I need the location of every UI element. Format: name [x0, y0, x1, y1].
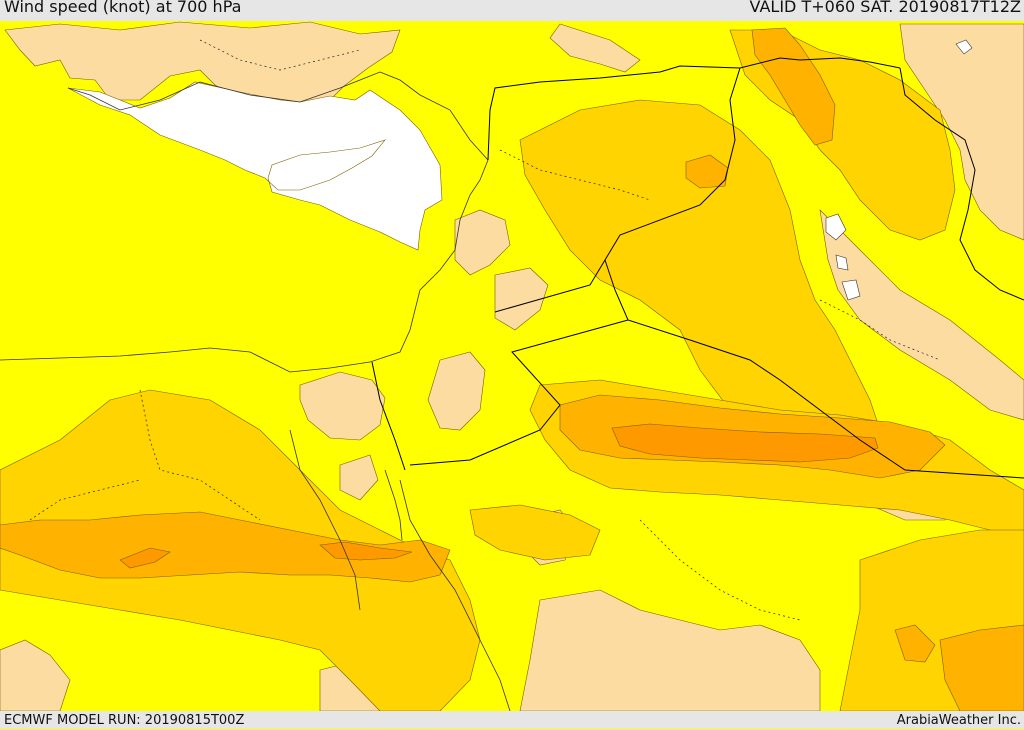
egypt-israel-border — [371, 361, 406, 471]
lake-milh — [835, 254, 849, 271]
saudi-province-lines — [639, 519, 801, 621]
band-highest — [119, 423, 879, 569]
iraq-high-spot — [685, 154, 729, 189]
jordan-tan — [427, 351, 486, 431]
anatolia-south-coast — [67, 71, 489, 161]
iraq-saudi-border — [779, 379, 1024, 479]
arabia-jet-core — [611, 423, 879, 463]
brand-credit: ArabiaWeather Inc. — [896, 713, 1021, 728]
south-egypt-tan — [0, 639, 71, 711]
turkey-province-lines — [199, 39, 361, 71]
egypt-governorate-lines-2 — [29, 479, 141, 521]
arabia-high-spot — [894, 624, 936, 663]
north-iraq-high — [751, 27, 836, 146]
national-borders — [371, 57, 1024, 479]
lake-tharthar — [825, 213, 847, 241]
sinai-north-tan — [339, 454, 379, 501]
lakes — [825, 39, 973, 301]
red-sea-mid — [469, 504, 601, 561]
turkey-syria-border — [487, 57, 901, 161]
gulf-of-suez-coast — [289, 429, 361, 611]
egypt-jet-core — [119, 547, 171, 569]
saudi-jordan-border — [409, 319, 629, 466]
zagros-tan — [899, 23, 1024, 241]
band-lowest — [0, 21, 1024, 711]
map-title: Wind speed (knot) at 700 hPa — [4, 0, 242, 16]
egypt-high — [0, 511, 451, 583]
arabia-se-high — [939, 624, 1024, 711]
hejaz-tan — [519, 589, 821, 711]
lebanon-tan — [454, 209, 511, 276]
header-bar: Wind speed (knot) at 700 hPa VALID T+060… — [0, 0, 1024, 21]
valid-time: VALID T+060 SAT. 20190817T12Z — [749, 0, 1021, 16]
model-run: ECMWF MODEL RUN: 20190815T00Z — [4, 713, 245, 728]
iraq-iran-border — [899, 67, 1024, 301]
gulf-coast-tan — [819, 209, 1024, 421]
syria-iraq-border — [494, 67, 741, 313]
coastlines — [0, 71, 511, 711]
egypt-governorate-lines — [139, 389, 261, 521]
lake-van — [955, 39, 973, 55]
jordan-iraq-border — [604, 259, 781, 381]
footer-bar: ECMWF MODEL RUN: 20190815T00Z ArabiaWeat… — [0, 711, 1024, 729]
admin-boundaries — [29, 39, 941, 621]
east-anatolia-tan — [549, 23, 641, 73]
syria-province-lines — [499, 149, 651, 201]
sinai-tan — [299, 371, 386, 441]
syria-tan-patch — [494, 267, 549, 331]
gulf-of-aqaba-coast — [384, 469, 403, 541]
red-sea-east-coast — [399, 479, 511, 711]
wind-speed-map — [0, 21, 1024, 711]
mediterranean-south-coast — [0, 159, 489, 373]
lake-habbaniyah — [841, 279, 861, 301]
